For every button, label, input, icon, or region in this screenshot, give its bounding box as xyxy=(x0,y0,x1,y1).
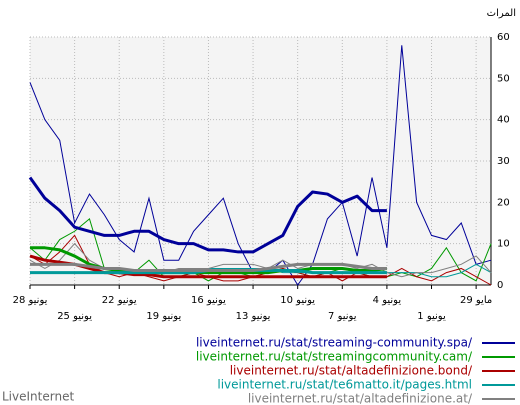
legend-label: liveinternet.ru/stat/altadefinizione.bon… xyxy=(230,364,473,378)
y-tick-label: 50 xyxy=(497,73,510,84)
y-tick-label: 60 xyxy=(497,32,510,43)
x-tick-label: 22 يونيو xyxy=(102,295,137,306)
trend-line xyxy=(30,262,387,273)
x-tick-label: 7 يونيو xyxy=(328,311,357,322)
x-tick-label: 16 يونيو xyxy=(191,295,226,306)
y-tick-label: 0 xyxy=(497,280,503,291)
x-tick-label: 10 يونيو xyxy=(280,295,315,306)
trend-line xyxy=(28,176,387,254)
x-tick-label: 1 يونيو xyxy=(417,311,446,322)
legend-label: liveinternet.ru/stat/altadefinizione.at/ xyxy=(248,392,473,405)
trend-line xyxy=(29,254,387,279)
x-tick-label: 28 يونيو xyxy=(13,295,48,306)
footer: LiveInternet xyxy=(2,390,74,404)
legend: liveinternet.ru/stat/streaming-community… xyxy=(196,336,515,405)
x-tick-label: 4 يونيو xyxy=(373,295,402,306)
y-tick-label: 30 xyxy=(497,156,510,167)
legend-label: liveinternet.ru/stat/te6matto.it/pages.h… xyxy=(217,378,472,392)
x-tick-label: 25 يونيو xyxy=(57,311,92,322)
y-tick-label: 20 xyxy=(497,197,510,208)
x-tick-label: 19 يونيو xyxy=(146,311,181,322)
chart-title: المرات xyxy=(487,8,516,19)
legend-label: liveinternet.ru/stat/streaming-community… xyxy=(196,336,473,350)
trend-line xyxy=(30,246,388,275)
legend-label: liveinternet.ru/stat/streamingcommunity.… xyxy=(196,350,473,364)
x-tick-label: 29 مايو xyxy=(460,295,492,306)
x-tick-label: 13 يونيو xyxy=(236,311,271,322)
y-tick-label: 40 xyxy=(497,115,510,126)
y-tick-label: 10 xyxy=(497,239,510,250)
